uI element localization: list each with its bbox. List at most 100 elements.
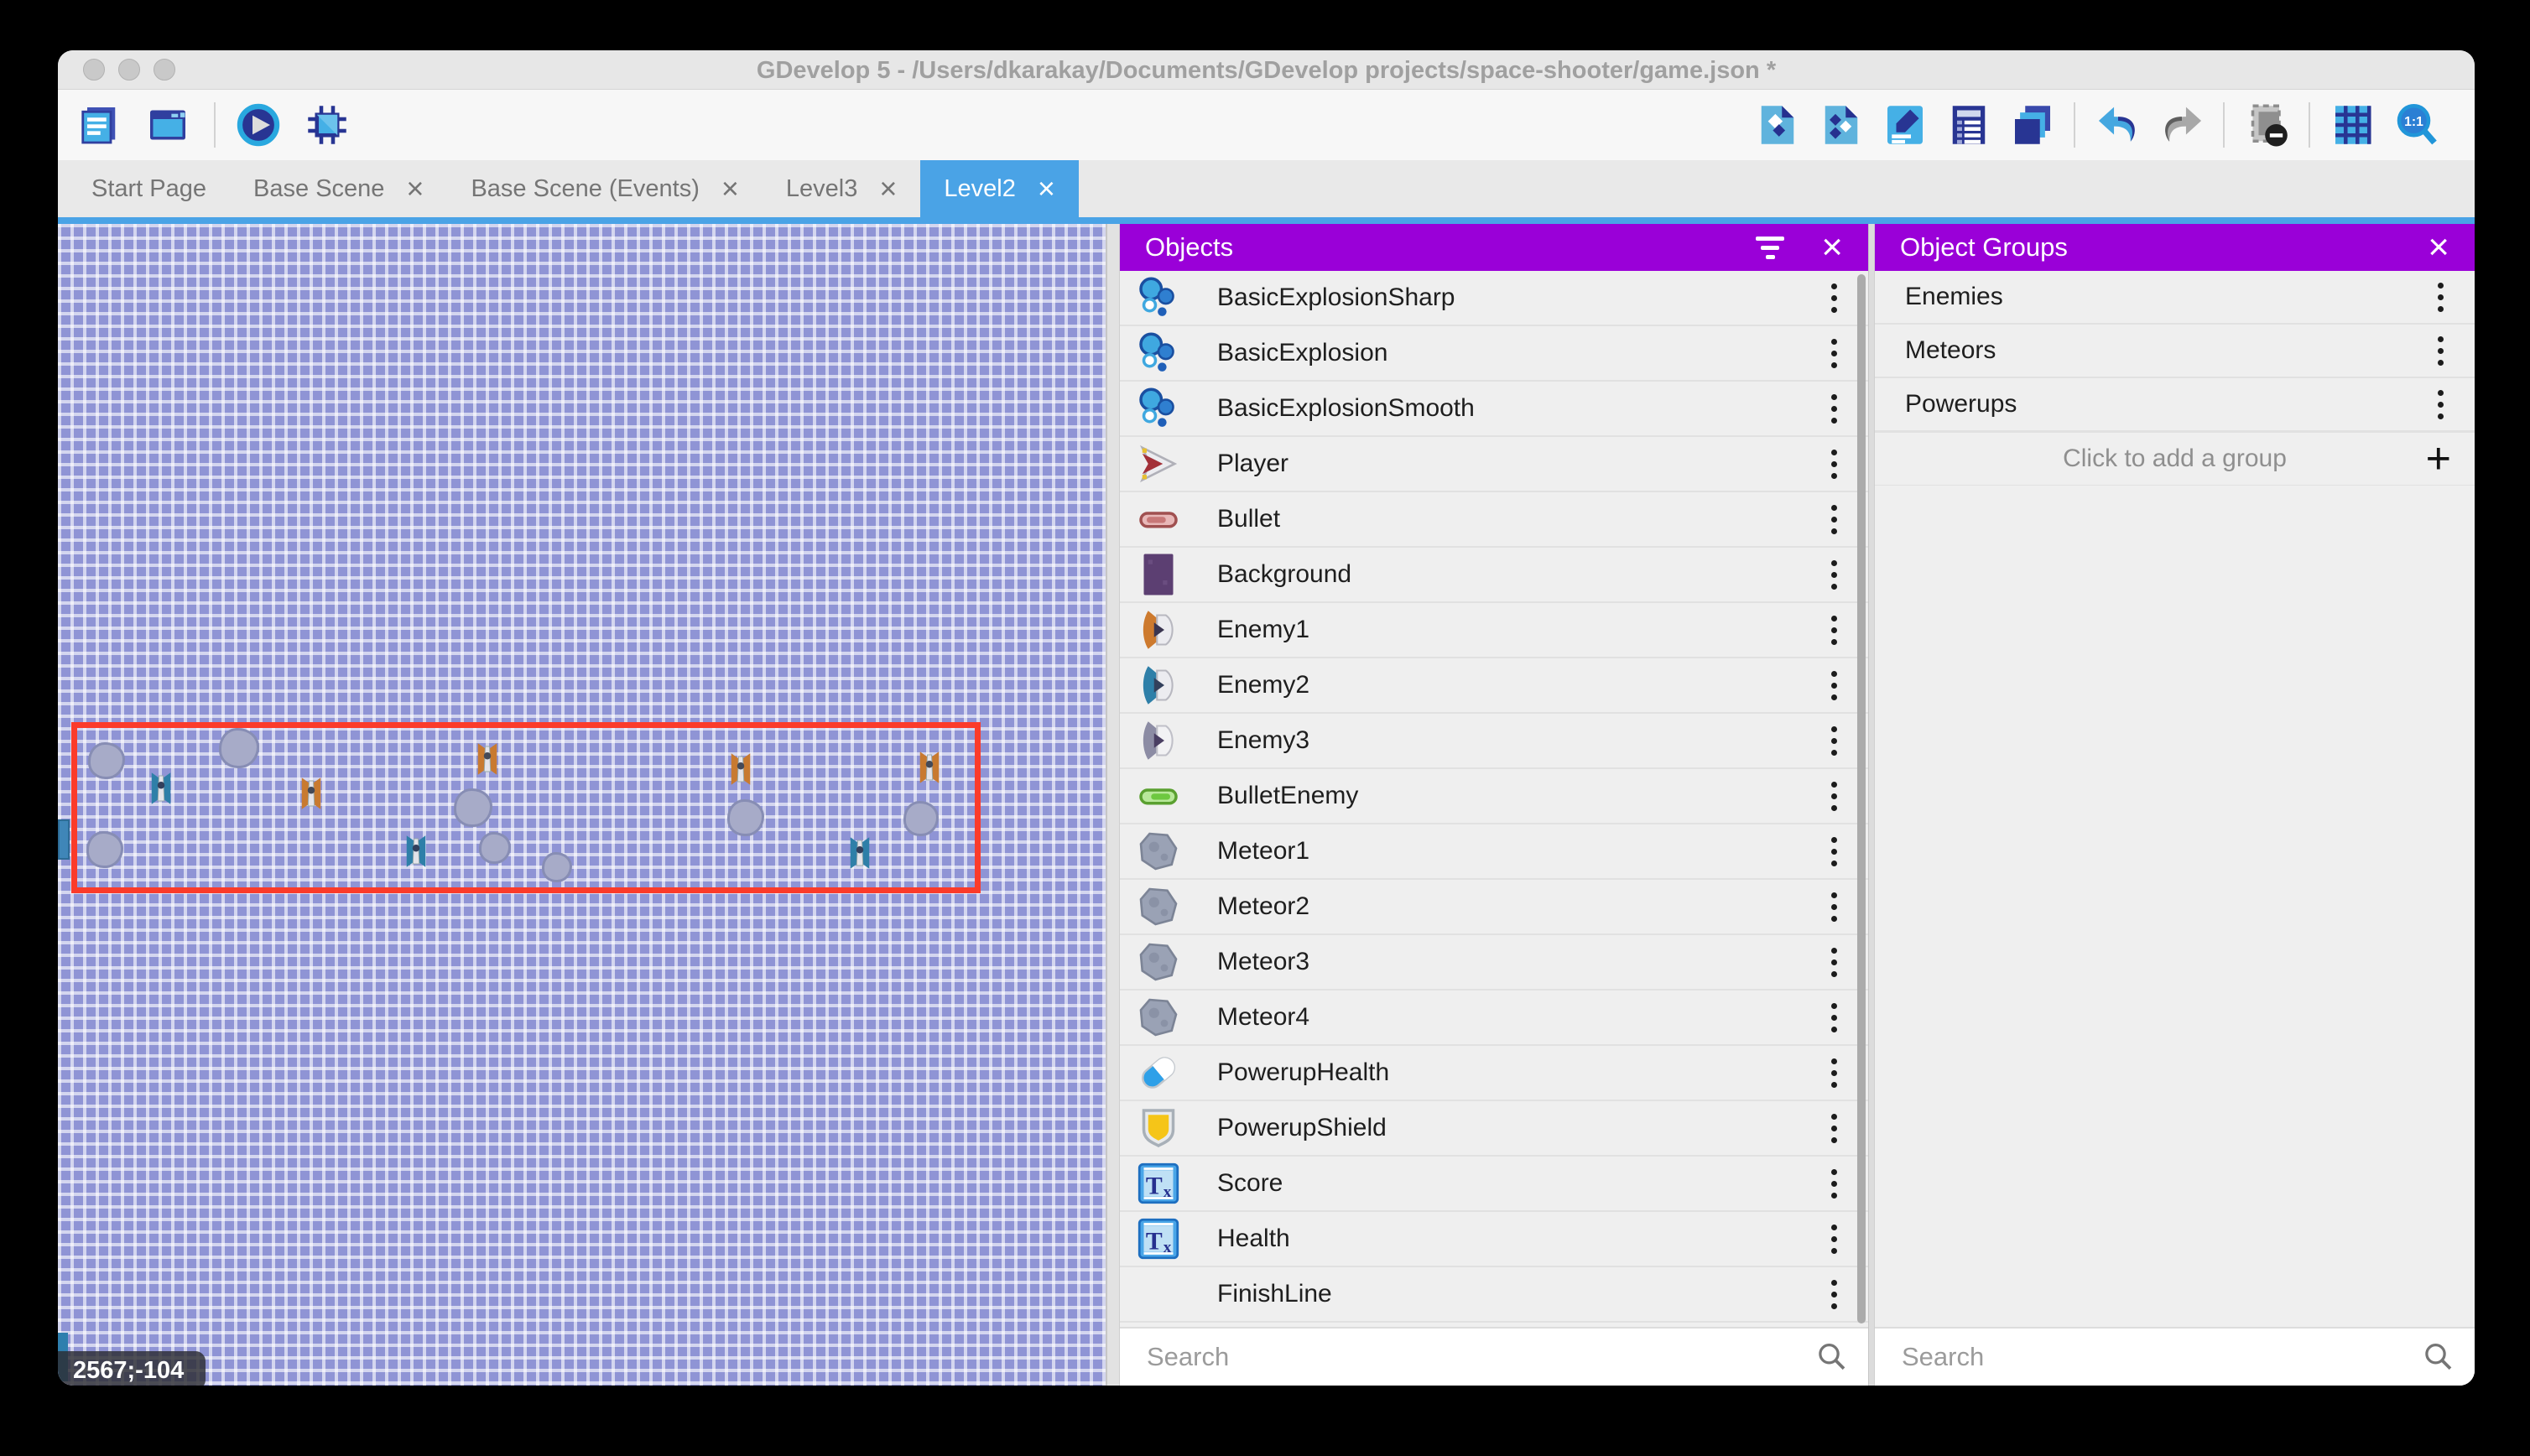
- object-menu-button[interactable]: [1821, 393, 1846, 424]
- undo-button[interactable]: [2092, 99, 2144, 151]
- tab-base-scene[interactable]: Base Scene ×: [230, 160, 447, 217]
- object-list-item[interactable]: Enemy3: [1120, 714, 1868, 769]
- tab-level2[interactable]: Level2 ×: [920, 160, 1079, 217]
- tab-close-icon[interactable]: ×: [1037, 171, 1055, 205]
- close-icon[interactable]: ×: [2428, 226, 2449, 268]
- objects-search-bar: [1120, 1327, 1868, 1386]
- tab-level3[interactable]: Level3 ×: [763, 160, 921, 217]
- scene-canvas[interactable]: 2567;-104: [58, 224, 1106, 1386]
- object-list-item[interactable]: Meteor1: [1120, 824, 1868, 880]
- object-menu-button[interactable]: [1821, 1168, 1846, 1199]
- group-menu-button[interactable]: [2428, 335, 2453, 366]
- object-list-item[interactable]: PowerupShield: [1120, 1101, 1868, 1157]
- redo-button[interactable]: [2156, 99, 2208, 151]
- object-menu-button[interactable]: [1821, 1279, 1846, 1309]
- object-menu-button[interactable]: [1821, 892, 1846, 922]
- debug-button[interactable]: [301, 99, 353, 151]
- enemy-orange-instance[interactable]: [917, 749, 942, 786]
- open-object-groups-panel-button[interactable]: [1815, 99, 1867, 151]
- object-list-item[interactable]: Background: [1120, 548, 1868, 603]
- powerup-health-icon: [1133, 1048, 1184, 1098]
- object-menu-button[interactable]: [1821, 781, 1846, 811]
- object-list-item[interactable]: Bullet: [1120, 492, 1868, 548]
- object-list-item[interactable]: PowerupHealth: [1120, 1046, 1868, 1101]
- open-layers-panel-button[interactable]: [2007, 99, 2059, 151]
- filter-icon[interactable]: [1756, 236, 1785, 259]
- object-menu-button[interactable]: [1821, 559, 1846, 590]
- object-menu-button[interactable]: [1821, 836, 1846, 866]
- object-menu-button[interactable]: [1821, 1224, 1846, 1254]
- meteor-instance[interactable]: [479, 832, 511, 864]
- object-list-item[interactable]: Meteor3: [1120, 935, 1868, 991]
- group-list-item[interactable]: Powerups: [1875, 378, 2475, 432]
- object-list-item[interactable]: BasicExplosionSharp: [1120, 271, 1868, 326]
- add-group-button[interactable]: Click to add a group +: [1875, 432, 2475, 486]
- group-list-item[interactable]: Meteors: [1875, 325, 2475, 378]
- scene-properties-button[interactable]: [142, 99, 194, 151]
- enemy-blue-instance[interactable]: [847, 835, 872, 871]
- toggle-grid-button[interactable]: [2327, 99, 2379, 151]
- object-list-item[interactable]: BasicExplosionSmooth: [1120, 382, 1868, 437]
- meteor-instance[interactable]: [903, 801, 939, 836]
- group-menu-button[interactable]: [2428, 389, 2453, 419]
- group-list-item[interactable]: Enemies: [1875, 271, 2475, 325]
- open-instances-list-button[interactable]: [1943, 99, 1995, 151]
- object-list-item[interactable]: Player: [1120, 437, 1868, 492]
- object-list-item[interactable]: FinishLine: [1120, 1267, 1868, 1323]
- groups-search-input[interactable]: [1900, 1341, 2421, 1373]
- panel-resize-handle[interactable]: [1106, 224, 1120, 1386]
- zoom-1-1-button[interactable]: 1:1: [2391, 99, 2443, 151]
- panel-divider[interactable]: [1868, 224, 1875, 1386]
- close-window-button[interactable]: [83, 59, 105, 81]
- meteor-instance[interactable]: [86, 831, 123, 868]
- object-menu-button[interactable]: [1821, 1002, 1846, 1032]
- meteor-instance[interactable]: [88, 742, 125, 779]
- object-menu-button[interactable]: [1821, 283, 1846, 313]
- object-menu-button[interactable]: [1821, 725, 1846, 756]
- meteor-instance[interactable]: [219, 728, 259, 768]
- group-menu-button[interactable]: [2428, 282, 2453, 312]
- edge-box-instance[interactable]: [58, 819, 70, 860]
- meteor-instance[interactable]: [542, 852, 572, 882]
- tab-close-icon[interactable]: ×: [879, 171, 898, 205]
- object-menu-button[interactable]: [1821, 1058, 1846, 1088]
- object-menu-button[interactable]: [1821, 615, 1846, 645]
- object-list-item[interactable]: BulletEnemy: [1120, 769, 1868, 824]
- meteor-instance[interactable]: [727, 799, 764, 836]
- object-menu-button[interactable]: [1821, 670, 1846, 700]
- object-list-item[interactable]: Meteor2: [1120, 880, 1868, 935]
- object-menu-button[interactable]: [1821, 947, 1846, 977]
- objects-list-scrollbar[interactable]: [1857, 274, 1866, 1323]
- tab-start-page[interactable]: Start Page: [68, 160, 230, 217]
- object-menu-button[interactable]: [1821, 1113, 1846, 1143]
- tab-base-scene-events[interactable]: Base Scene (Events) ×: [447, 160, 762, 217]
- open-objects-panel-button[interactable]: [1752, 99, 1804, 151]
- objects-search-input[interactable]: [1145, 1341, 1814, 1373]
- enemy-orange-instance[interactable]: [299, 775, 324, 812]
- minimize-window-button[interactable]: [118, 59, 140, 81]
- zoom-window-button[interactable]: [154, 59, 175, 81]
- open-properties-panel-button[interactable]: [1879, 99, 1931, 151]
- enemy-blue-instance[interactable]: [403, 833, 429, 870]
- object-list-item[interactable]: Meteor4: [1120, 991, 1868, 1046]
- tab-close-icon[interactable]: ×: [406, 171, 424, 205]
- enemy-blue-instance[interactable]: [148, 770, 174, 807]
- object-list-item[interactable]: Enemy2: [1120, 658, 1868, 714]
- close-icon[interactable]: ×: [1821, 226, 1843, 268]
- tab-close-icon[interactable]: ×: [721, 171, 739, 205]
- selection-rectangle[interactable]: [71, 722, 981, 893]
- enemy-orange-instance[interactable]: [728, 751, 753, 788]
- object-menu-button[interactable]: [1821, 504, 1846, 534]
- object-menu-button[interactable]: [1821, 449, 1846, 479]
- object-list-item[interactable]: BasicExplosion: [1120, 326, 1868, 382]
- project-manager-button[interactable]: [73, 99, 125, 151]
- object-menu-button[interactable]: [1821, 338, 1846, 368]
- toggle-window-mask-button[interactable]: [2241, 99, 2293, 151]
- enemy-orange-instance[interactable]: [475, 741, 500, 777]
- meteor-instance[interactable]: [454, 788, 492, 827]
- add-object-button[interactable]: Add a new object +: [1120, 1323, 1868, 1327]
- object-list-item[interactable]: Enemy1: [1120, 603, 1868, 658]
- preview-button[interactable]: [232, 99, 284, 151]
